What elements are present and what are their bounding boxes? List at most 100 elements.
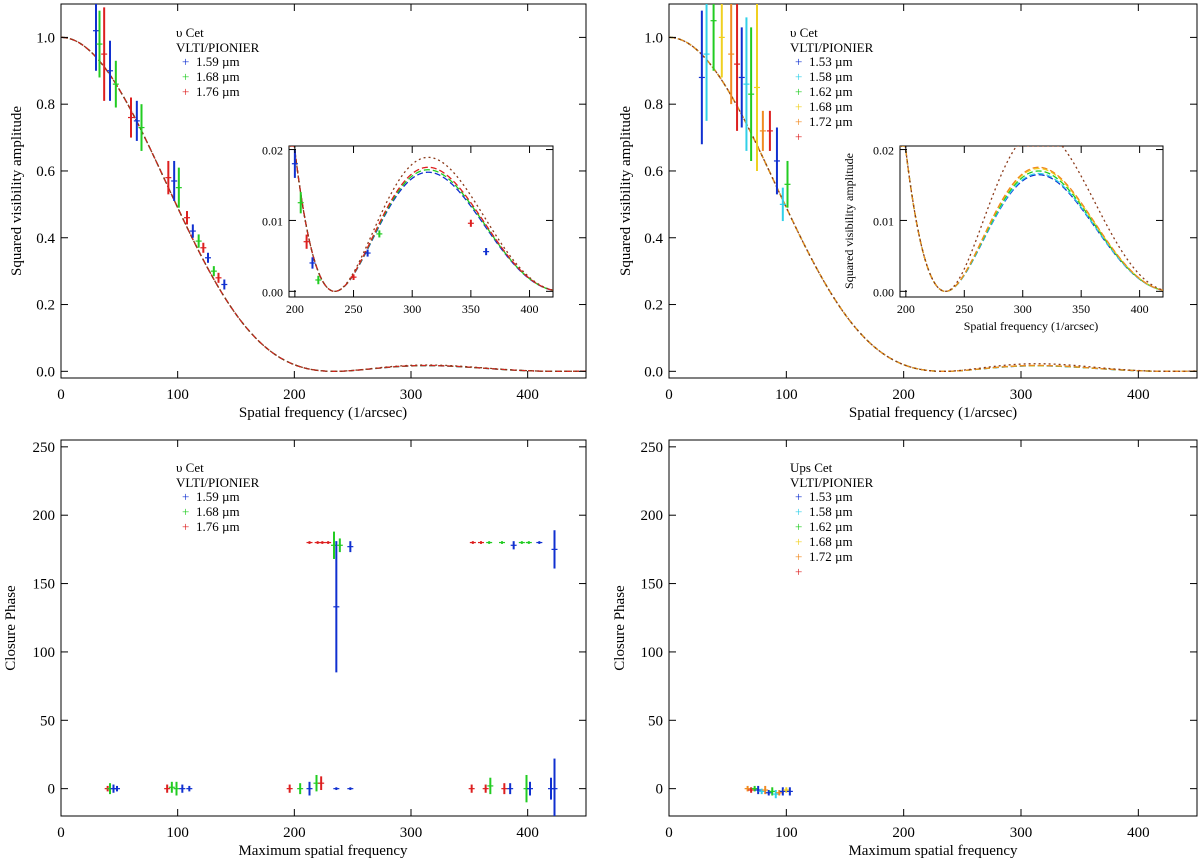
closure-phase-panel-right: 0 100 200 300 400 0 50 100 150 200 250 Maximum sp… xyxy=(612,439,1198,859)
y-tick-label: 0 xyxy=(48,782,56,798)
legend-marker-red: + xyxy=(795,564,802,579)
x-tick-label: 200 xyxy=(283,387,306,403)
model-curve-red xyxy=(61,36,586,372)
y-tick-label: 200 xyxy=(33,508,56,524)
visibility-panel-left: 0 100 200 300 400 0.0 0.2 0.4 0.6 0.8 1.0 Spatial… xyxy=(9,3,587,421)
closure-phase-panel-left: 0 100 200 300 400 0 50 100 150 200 250 Maximum sp… xyxy=(3,439,587,859)
legend-marker-blue: + xyxy=(182,54,189,69)
inset-y-tick-label: 0.02 xyxy=(262,144,283,158)
inset-y-axis-label: Squared visibility amplitude xyxy=(842,153,856,289)
y-axis-label: Closure Phase xyxy=(612,585,628,671)
legend-instrument: VLTI/PIONIER xyxy=(176,40,260,55)
x-tick-label: 300 xyxy=(1010,825,1033,841)
legend: υ Cet VLTI/PIONIER +1.53 µm + 1.58 µm + 1.62… xyxy=(790,25,874,144)
x-tick-label: 100 xyxy=(166,825,189,841)
x-tick-label: 100 xyxy=(775,387,798,403)
legend-marker-yellow: + xyxy=(795,534,802,549)
x-tick-label: 400 xyxy=(516,825,539,841)
visibility-panel-right: 0 100 200 300 400 0.0 0.2 0.4 0.6 0.8 1.0 Spatial… xyxy=(618,3,1198,421)
x-tick-label: 300 xyxy=(400,387,423,403)
legend-label: 1.68 µm xyxy=(196,504,240,519)
x-tick-label: 0 xyxy=(665,825,673,841)
legend-label: 1.53 µm xyxy=(809,54,853,69)
legend-marker-green: + xyxy=(795,519,802,534)
legend-instrument: VLTI/PIONIER xyxy=(176,475,260,490)
legend-label: 1.59 µm xyxy=(196,54,240,69)
x-tick-label: 100 xyxy=(775,825,798,841)
legend-marker-yellow: + xyxy=(795,99,802,114)
inset-y-tick-label: 0.01 xyxy=(262,214,283,228)
inset-model-curve-red xyxy=(289,146,553,292)
inset-plot: 200 250 300 350 400 0.00 0.01 0.02 Spatial fre… xyxy=(842,144,1164,333)
legend-label: 1.62 µm xyxy=(809,84,853,99)
legend-marker-blue: + xyxy=(182,489,189,504)
model-curve-model_line xyxy=(669,36,1197,372)
legend-marker-orange: + xyxy=(795,549,802,564)
inset-y-tick-label: 0.00 xyxy=(873,285,894,299)
inset-x-tick-label: 400 xyxy=(521,302,539,316)
inset-x-tick-label: 300 xyxy=(403,302,421,316)
x-tick-label: 200 xyxy=(892,387,915,403)
inset-x-tick-label: 400 xyxy=(1131,302,1149,316)
inset-x-tick-label: 350 xyxy=(1072,302,1090,316)
legend-marker-green: + xyxy=(795,84,802,99)
y-tick-label: 150 xyxy=(641,577,664,593)
inset-x-tick-label: 200 xyxy=(286,302,304,316)
legend-marker-blue: + xyxy=(795,54,802,69)
inset-x-tick-label: 250 xyxy=(345,302,363,316)
legend-marker-red: + xyxy=(182,519,189,534)
legend-label: 1.76 µm xyxy=(196,519,240,534)
y-tick-label: 50 xyxy=(648,713,663,729)
x-axis-label: Spatial frequency (1/arcsec) xyxy=(239,405,407,421)
legend-label: 1.68 µm xyxy=(809,534,853,549)
legend-label: 1.72 µm xyxy=(809,549,853,564)
legend-marker-cyan: + xyxy=(795,504,802,519)
legend-instrument: VLTI/PIONIER xyxy=(790,40,874,55)
legend-label: 1.72 µm xyxy=(809,114,853,129)
legend-marker-green: + xyxy=(182,504,189,519)
y-tick-label: 1.0 xyxy=(644,30,663,46)
inset-plot: 200 250 300 350 400 0.00 0.01 0.02 xyxy=(262,144,554,316)
legend-marker-green: + xyxy=(182,69,189,84)
legend-star: υ Cet xyxy=(176,25,204,40)
y-tick-label: 250 xyxy=(641,440,664,456)
y-tick-label: 0.8 xyxy=(36,97,55,113)
x-tick-label: 100 xyxy=(166,387,189,403)
x-axis-label: Maximum spatial frequency xyxy=(238,843,408,859)
legend-label: 1.68 µm xyxy=(196,69,240,84)
legend-label: 1.53 µm xyxy=(809,489,853,504)
inset-x-tick-label: 350 xyxy=(462,302,480,316)
legend: υ Cet VLTI/PIONIER +1.59 µm + 1.68 µm + 1.76… xyxy=(176,460,260,534)
inset-y-tick-label: 0.00 xyxy=(262,285,283,299)
y-axis-label: Closure Phase xyxy=(3,585,19,671)
inset-y-tick-label: 0.01 xyxy=(873,214,894,228)
inset-x-tick-label: 250 xyxy=(955,302,973,316)
inset-x-tick-label: 300 xyxy=(1014,302,1032,316)
x-tick-label: 200 xyxy=(283,825,306,841)
x-tick-label: 300 xyxy=(400,825,423,841)
legend-star: υ Cet xyxy=(176,460,204,475)
y-tick-label: 150 xyxy=(33,577,56,593)
x-tick-label: 400 xyxy=(516,387,539,403)
legend-marker-cyan: + xyxy=(795,69,802,84)
y-axis-label: Squared visibility amplitude xyxy=(9,106,25,276)
x-tick-label: 0 xyxy=(57,825,65,841)
legend: υ Cet VLTI/PIONIER +1.59 µm + 1.68 µm + 1.76… xyxy=(176,25,260,99)
legend-marker-orange: + xyxy=(795,114,802,129)
y-axis-label: Squared visibility amplitude xyxy=(618,106,634,276)
y-tick-label: 100 xyxy=(33,645,56,661)
legend-label: 1.68 µm xyxy=(809,99,853,114)
legend-instrument: VLTI/PIONIER xyxy=(790,475,874,490)
inset-x-axis-label: Spatial frequency (1/arcsec) xyxy=(964,319,1099,333)
y-tick-label: 0.8 xyxy=(644,97,663,113)
y-tick-label: 50 xyxy=(40,713,55,729)
y-tick-label: 0.4 xyxy=(36,231,55,247)
legend-label: 1.59 µm xyxy=(196,489,240,504)
inset-model-curve-model_line xyxy=(900,146,1163,292)
legend-marker-blue: + xyxy=(795,489,802,504)
y-tick-label: 200 xyxy=(641,508,664,524)
y-tick-label: 250 xyxy=(33,440,56,456)
legend-star: Ups Cet xyxy=(790,460,833,475)
legend-star: υ Cet xyxy=(790,25,818,40)
